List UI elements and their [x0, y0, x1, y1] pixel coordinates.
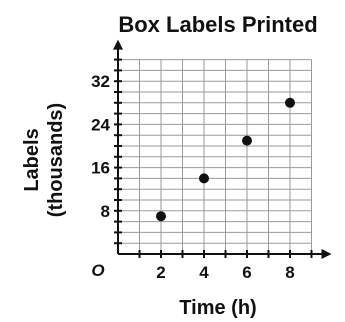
data-point — [242, 135, 252, 146]
y-tick-label: 8 — [101, 202, 110, 221]
y-tick-label: 16 — [91, 159, 110, 178]
y-axis-label-line2: (thousands) — [45, 103, 67, 217]
x-tick-label: 4 — [199, 263, 209, 282]
x-tick-label: 6 — [242, 263, 251, 282]
axes — [113, 39, 332, 259]
y-tick-label: 24 — [91, 115, 110, 134]
x-axis-arrow — [321, 249, 332, 259]
data-point — [285, 97, 295, 108]
y-axis-label: Labels (thousands) — [21, 103, 67, 217]
y-tick-label: 32 — [91, 72, 110, 91]
grid — [118, 59, 312, 254]
y-axis-label-line1: Labels — [21, 128, 43, 191]
x-tick-label: 8 — [285, 263, 294, 282]
data-point — [156, 211, 166, 222]
data-point — [199, 173, 209, 184]
origin-label: O — [91, 261, 104, 280]
data-points — [156, 97, 295, 222]
y-axis-arrow — [113, 39, 123, 50]
x-tick-label: 2 — [156, 263, 165, 282]
chart-title: Box Labels Printed — [118, 12, 317, 37]
x-axis-label: Time (h) — [179, 297, 256, 319]
